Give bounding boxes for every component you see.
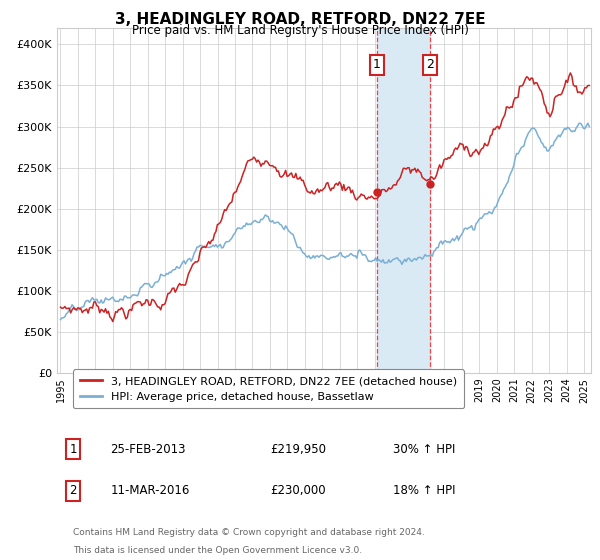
Text: 1: 1	[69, 442, 77, 456]
Text: 25-FEB-2013: 25-FEB-2013	[110, 442, 186, 456]
Text: 2: 2	[427, 58, 434, 72]
Legend: 3, HEADINGLEY ROAD, RETFORD, DN22 7EE (detached house), HPI: Average price, deta: 3, HEADINGLEY ROAD, RETFORD, DN22 7EE (d…	[73, 370, 464, 408]
Text: 18% ↑ HPI: 18% ↑ HPI	[394, 484, 456, 497]
Text: This data is licensed under the Open Government Licence v3.0.: This data is licensed under the Open Gov…	[73, 546, 362, 556]
Text: £230,000: £230,000	[271, 484, 326, 497]
Text: 11-MAR-2016: 11-MAR-2016	[110, 484, 190, 497]
Text: Contains HM Land Registry data © Crown copyright and database right 2024.: Contains HM Land Registry data © Crown c…	[73, 528, 425, 537]
Text: 2: 2	[69, 484, 77, 497]
Text: £219,950: £219,950	[271, 442, 326, 456]
Text: 3, HEADINGLEY ROAD, RETFORD, DN22 7EE: 3, HEADINGLEY ROAD, RETFORD, DN22 7EE	[115, 12, 485, 27]
Text: Price paid vs. HM Land Registry's House Price Index (HPI): Price paid vs. HM Land Registry's House …	[131, 24, 469, 36]
Bar	[377, 28, 430, 373]
Text: 30% ↑ HPI: 30% ↑ HPI	[394, 442, 456, 456]
Text: 1: 1	[373, 58, 381, 72]
